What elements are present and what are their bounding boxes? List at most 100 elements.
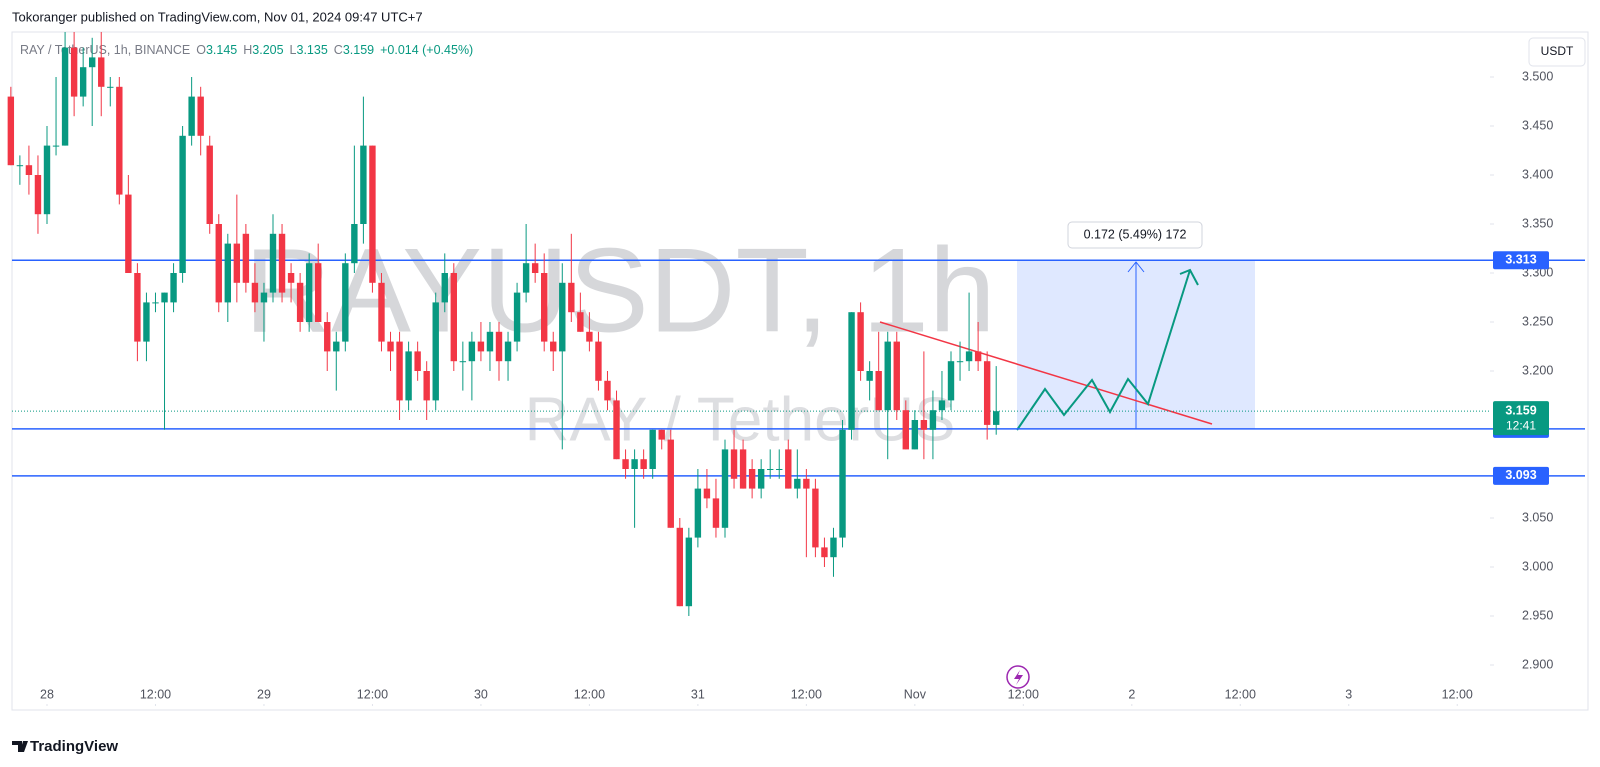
candle-body <box>902 410 909 450</box>
candle-body <box>577 312 584 332</box>
candle-body <box>369 145 376 283</box>
candle-body <box>134 273 141 342</box>
legend-key: L <box>290 43 297 57</box>
candle-body <box>821 547 828 558</box>
legend-key: H <box>243 43 252 57</box>
y-tick-label: 3.200 <box>1522 363 1553 377</box>
x-tick-label: 3 <box>1345 687 1352 701</box>
x-tick-label: 30 <box>474 687 488 701</box>
candle-body <box>25 165 33 175</box>
last-price-label: 3.159 <box>1505 403 1536 417</box>
candle-body <box>667 439 674 528</box>
legend-value: 3.159 <box>343 43 374 57</box>
candle-body <box>685 537 693 607</box>
candle-body <box>622 459 629 469</box>
candle-body <box>559 282 566 352</box>
x-tick-label: 12:00 <box>791 687 822 701</box>
candle-body <box>197 96 204 136</box>
candle-body <box>61 47 69 146</box>
candle-body <box>613 400 620 460</box>
event-icon[interactable] <box>1006 665 1030 689</box>
candle-body <box>296 282 304 322</box>
candle-body <box>712 498 720 528</box>
candle-body <box>884 341 891 411</box>
candle-body <box>468 341 476 362</box>
candle-body <box>305 263 313 322</box>
candle-body <box>495 331 503 362</box>
legend-value: 3.135 <box>297 43 328 57</box>
candle-body <box>143 302 150 342</box>
candle-body <box>450 273 457 362</box>
legend-change: +0.014 (+0.45%) <box>380 43 473 57</box>
trend-line <box>879 321 1213 425</box>
y-tick-label: 3.050 <box>1522 510 1553 524</box>
candle-body <box>938 400 946 411</box>
candle-body <box>721 449 729 528</box>
countdown: 12:41 <box>1506 418 1536 432</box>
candle-body <box>920 420 928 430</box>
candle-body <box>477 341 485 352</box>
candle-body <box>251 282 259 303</box>
candle-body <box>324 322 331 352</box>
candle-body <box>965 351 973 362</box>
candle-body <box>794 478 801 489</box>
level-label: 3.313 <box>1505 253 1536 267</box>
candle-body <box>785 449 792 489</box>
header: Tokoranger published on TradingView.com,… <box>12 9 423 24</box>
candle-body <box>730 449 738 479</box>
candle-body <box>839 429 846 538</box>
candle-body <box>224 243 231 303</box>
last-price-tag <box>1493 401 1549 436</box>
candle-body <box>188 96 195 136</box>
y-tick-label: 3.250 <box>1522 314 1553 328</box>
candle-body <box>116 86 123 195</box>
candle-body <box>414 351 421 371</box>
candle-body <box>875 371 882 411</box>
candle-body <box>98 57 105 87</box>
measure-label: 0.172 (5.49%) 172 <box>1084 227 1187 241</box>
candle-body <box>893 341 900 411</box>
currency-button[interactable] <box>1528 37 1586 67</box>
candle-body <box>242 233 250 283</box>
x-tick-label: 12:00 <box>1442 687 1473 701</box>
candle-body <box>604 380 611 401</box>
candle-body <box>748 469 756 489</box>
candle-body <box>857 312 864 371</box>
candle-body <box>233 243 241 283</box>
candle-body <box>513 292 521 342</box>
y-tick-label: 3.000 <box>1522 559 1553 573</box>
candle-body <box>486 331 494 352</box>
candle-body <box>52 145 60 147</box>
candle-body <box>586 331 593 342</box>
x-tick-label: 28 <box>40 687 54 701</box>
candle-body <box>568 282 575 313</box>
candle-body <box>351 224 358 264</box>
candle-body <box>459 361 467 363</box>
candle-body <box>278 233 286 293</box>
candle-body <box>812 488 819 548</box>
candle-body <box>432 302 439 401</box>
candle-body <box>79 67 87 97</box>
candle-body <box>803 478 810 489</box>
candle-body <box>125 194 132 273</box>
candle-body <box>848 312 855 430</box>
candle-body <box>911 420 919 450</box>
x-tick-label: 12:00 <box>574 687 605 701</box>
candle-body <box>531 263 539 273</box>
x-tick-label: 12:00 <box>140 687 171 701</box>
candle-body <box>649 429 656 469</box>
logo-mark <box>12 741 28 752</box>
footer-logo: TradingView <box>30 738 118 755</box>
y-tick-label: 3.350 <box>1522 216 1553 230</box>
candle-body <box>396 341 403 401</box>
candle-body <box>215 224 222 303</box>
candle-body <box>7 96 15 166</box>
candle-body <box>287 273 295 283</box>
candle-body <box>179 135 186 273</box>
x-tick-label: Nov <box>904 687 927 701</box>
forecast-path <box>1016 268 1199 431</box>
candle-body <box>333 341 340 352</box>
legend: RAY / TetherUS, 1h, BINANCE O3.145 H3.205 L… <box>20 43 473 57</box>
candle-body <box>947 361 955 401</box>
